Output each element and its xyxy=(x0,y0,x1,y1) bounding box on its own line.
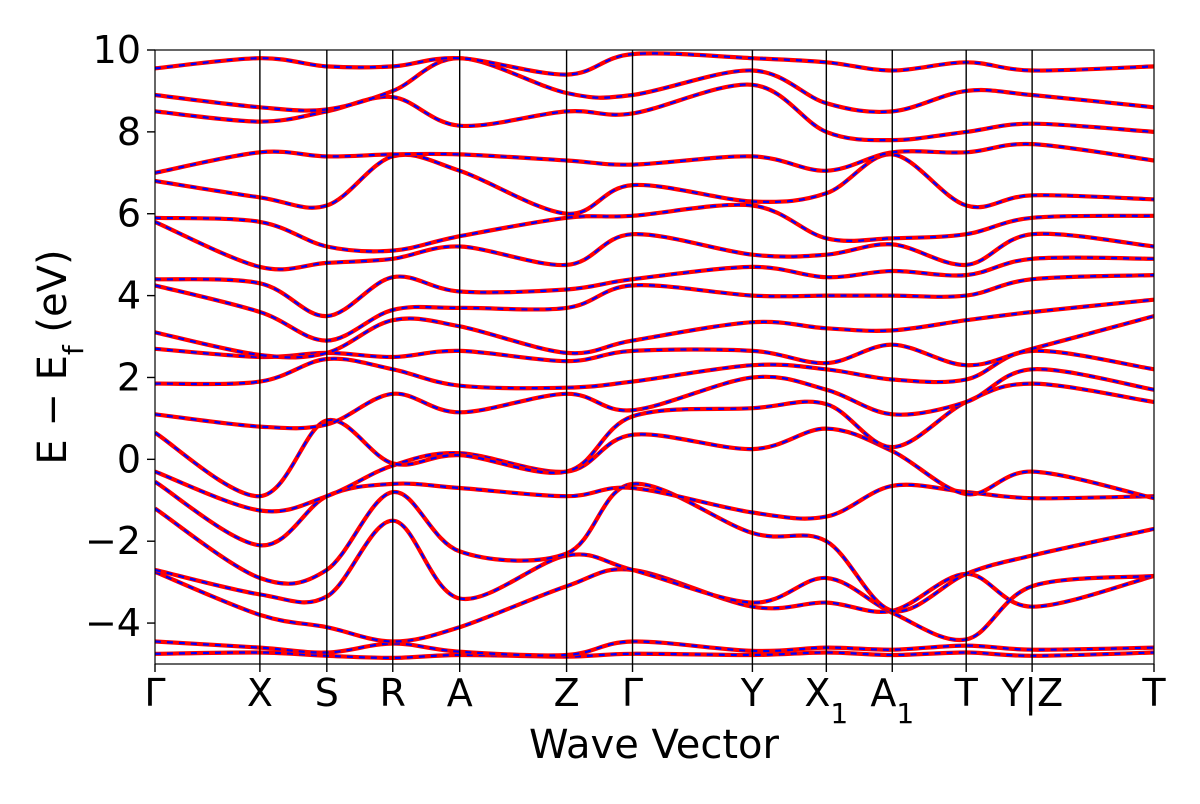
x-tick-label: T xyxy=(1141,671,1166,715)
y-axis-label-unit: (eV) xyxy=(30,249,76,345)
y-tick-label: 6 xyxy=(117,192,141,236)
x-tick-label: S xyxy=(315,671,339,715)
x-axis-ticks: Γ X S R A Z Γ Y X1 A1 T Y|Z T xyxy=(144,664,1166,730)
band-21-solid xyxy=(155,51,1154,77)
y-tick-label: −2 xyxy=(85,519,141,563)
x-tick-label: Γ xyxy=(622,671,643,715)
band-18-solid xyxy=(155,141,1154,175)
x-tick-label: Z xyxy=(554,671,580,715)
x-tick-label: R xyxy=(380,671,406,715)
x-axis-label: Wave Vector xyxy=(529,722,780,768)
y-axis-label: E − Ef (eV) xyxy=(30,249,90,464)
y-tick-label: 0 xyxy=(117,437,141,481)
y-axis-label-main: E − E xyxy=(30,355,76,465)
x-tick-label: X1 xyxy=(804,671,848,730)
y-tick-label: 10 xyxy=(93,28,141,72)
high-symmetry-lines xyxy=(259,50,1033,664)
x-tick-label: T xyxy=(954,671,979,715)
y-tick-label: 4 xyxy=(117,274,141,318)
x-tick-label: A1 xyxy=(870,671,914,730)
band-16-dashed xyxy=(155,203,1154,253)
x-tick-label: Y xyxy=(740,671,765,715)
y-tick-label: −4 xyxy=(85,601,141,645)
y-tick-label: 2 xyxy=(117,355,141,399)
bands-layer xyxy=(155,51,1154,661)
band-18-dashed xyxy=(155,142,1154,174)
band-15-solid xyxy=(155,219,1154,272)
x-tick-label: A xyxy=(447,671,473,715)
x-tick-label: X xyxy=(247,671,273,715)
x-tick-label: Y|Z xyxy=(1000,671,1063,716)
x-tick-label: Γ xyxy=(144,671,165,715)
y-axis-ticks: −4 −2 0 2 4 6 8 10 xyxy=(85,28,155,645)
y-axis-label-sub: f xyxy=(57,344,90,355)
plot-frame xyxy=(154,49,1155,665)
y-tick-label: 8 xyxy=(117,110,141,154)
